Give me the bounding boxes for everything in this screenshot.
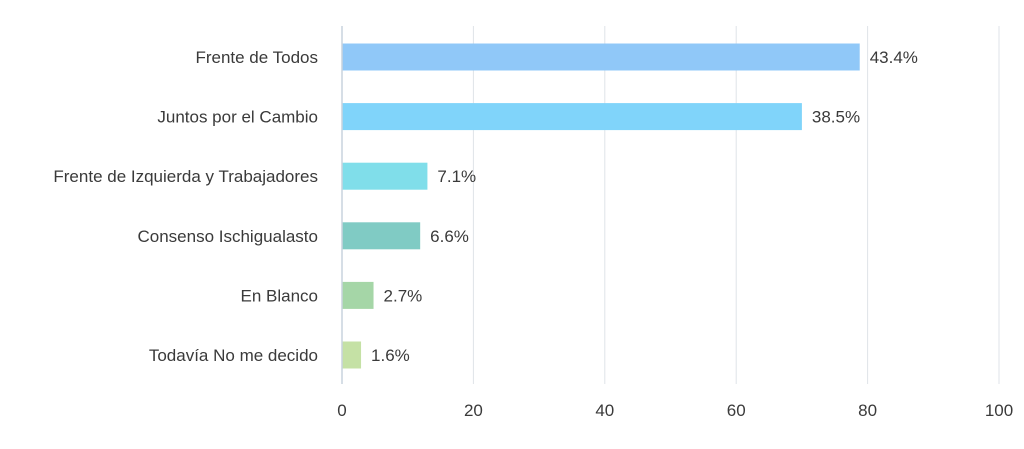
category-labels: Frente de Todos Juntos por el Cambio Frent… xyxy=(53,48,318,365)
data-label-6: 1.6% xyxy=(371,346,410,365)
bar-4[interactable] xyxy=(342,222,421,250)
bar-3[interactable] xyxy=(342,162,428,190)
category-label-5: En Blanco xyxy=(241,286,319,305)
data-label-3: 7.1% xyxy=(437,167,476,186)
x-tick-label-0: 0 xyxy=(337,401,346,420)
x-tick-label-100: 100 xyxy=(985,401,1013,420)
category-label-1: Frente de Todos xyxy=(195,48,318,67)
x-tick-label-20: 20 xyxy=(464,401,483,420)
x-tick-label-80: 80 xyxy=(858,401,877,420)
data-label-2: 38.5% xyxy=(812,108,860,127)
data-label-5: 2.7% xyxy=(384,286,423,305)
data-label-1: 43.4% xyxy=(870,48,918,67)
category-label-4: Consenso Ischigualasto xyxy=(137,227,318,246)
x-tick-label-40: 40 xyxy=(595,401,614,420)
bar-1[interactable] xyxy=(342,43,860,71)
bar-5[interactable] xyxy=(342,281,374,309)
data-label-4: 6.6% xyxy=(430,227,469,246)
category-label-6: Todavía No me decido xyxy=(149,346,318,365)
category-label-2: Juntos por el Cambio xyxy=(157,108,318,127)
bars xyxy=(342,43,860,369)
data-labels: 43.4% 38.5% 7.1% 6.6% 2.7% 1.6% xyxy=(371,48,918,365)
grid-lines xyxy=(472,26,1000,384)
category-label-3: Frente de Izquierda y Trabajadores xyxy=(53,167,318,186)
bar-6[interactable] xyxy=(342,341,362,369)
x-axis-ticks: 0 20 40 60 80 100 xyxy=(337,401,1013,420)
bar-2[interactable] xyxy=(342,103,802,131)
x-tick-label-60: 60 xyxy=(727,401,746,420)
